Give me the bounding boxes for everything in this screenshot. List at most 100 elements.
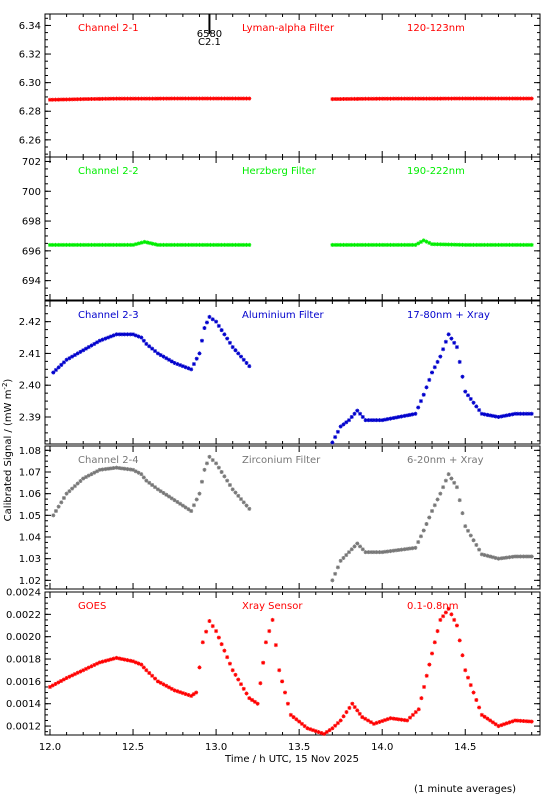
data-point	[100, 242, 105, 247]
data-point	[72, 242, 77, 247]
data-point	[422, 684, 427, 689]
data-point	[502, 96, 507, 101]
data-point	[413, 96, 418, 101]
data-point	[449, 336, 454, 341]
data-point	[297, 719, 302, 724]
data-point	[139, 96, 144, 101]
data-point	[377, 550, 382, 555]
data-point	[463, 524, 468, 529]
data-point	[204, 461, 209, 466]
data-point	[59, 362, 64, 367]
data-point	[219, 96, 224, 101]
data-point	[457, 498, 462, 503]
data-point	[191, 692, 196, 697]
y-tick-label: 2.39	[19, 412, 41, 423]
data-point	[350, 701, 355, 706]
data-point	[399, 717, 404, 722]
panel-data	[51, 454, 534, 583]
data-point	[114, 96, 119, 101]
data-point	[432, 365, 437, 370]
data-point	[504, 96, 509, 101]
data-point	[133, 242, 138, 247]
data-point	[466, 242, 471, 247]
data-point	[374, 550, 379, 555]
data-point	[435, 359, 440, 364]
data-point	[482, 553, 487, 558]
data-point	[139, 240, 144, 245]
data-point	[239, 682, 244, 687]
data-point	[366, 96, 371, 101]
data-point	[203, 242, 208, 247]
data-point	[485, 242, 490, 247]
data-point	[432, 96, 437, 101]
data-point	[139, 472, 144, 477]
data-point	[214, 319, 219, 324]
data-point	[119, 332, 124, 337]
data-point	[81, 348, 86, 353]
data-point	[86, 473, 91, 478]
data-point	[95, 469, 100, 474]
data-point	[244, 96, 249, 101]
data-point	[341, 422, 346, 427]
data-point	[114, 242, 119, 247]
data-point	[131, 332, 136, 337]
data-point	[175, 689, 180, 694]
data-point	[510, 242, 515, 247]
data-point	[51, 370, 56, 375]
panel-2: 694 696 698 700 702 Channel 2-2 Herzberg Filte…	[22, 156, 541, 301]
data-point	[363, 242, 368, 247]
data-point	[178, 363, 183, 368]
data-point	[413, 411, 418, 416]
data-point	[210, 458, 215, 463]
data-point	[424, 385, 429, 390]
data-point	[430, 509, 435, 513]
data-point	[394, 96, 399, 101]
data-point	[70, 97, 75, 102]
y-tick-label: 6.28	[19, 107, 41, 118]
data-point	[144, 478, 149, 483]
data-point	[510, 719, 515, 724]
data-point	[197, 351, 202, 356]
data-point	[95, 96, 100, 101]
data-point	[64, 491, 69, 496]
data-point	[308, 727, 313, 732]
data-point	[194, 690, 199, 695]
data-point	[344, 710, 349, 715]
data-point	[108, 96, 113, 101]
data-point	[125, 658, 130, 663]
data-point	[64, 97, 69, 102]
data-point	[59, 679, 64, 684]
data-point	[413, 545, 418, 550]
data-point	[399, 547, 404, 552]
data-point	[477, 547, 482, 552]
data-point	[335, 429, 340, 434]
data-point	[477, 705, 482, 710]
panel-frame	[44, 445, 541, 590]
data-point	[488, 554, 493, 559]
data-point	[75, 242, 80, 247]
data-point	[164, 96, 169, 101]
data-point	[258, 681, 263, 686]
data-point	[366, 550, 371, 555]
data-point	[208, 242, 213, 247]
data-point	[407, 242, 412, 247]
data-point	[346, 550, 351, 555]
data-point	[175, 499, 180, 504]
data-point	[391, 242, 396, 247]
data-point	[446, 332, 451, 337]
data-point	[225, 242, 230, 247]
y-tick-label: 1.08	[19, 446, 41, 457]
data-point	[214, 242, 219, 247]
data-point	[524, 411, 529, 416]
data-point	[97, 96, 102, 101]
data-point	[333, 571, 338, 576]
data-point	[128, 467, 133, 472]
data-point	[515, 242, 520, 247]
data-point	[47, 97, 52, 102]
data-point	[374, 96, 379, 101]
data-point	[347, 705, 352, 710]
data-point	[247, 364, 252, 369]
data-point	[70, 673, 75, 678]
data-point	[463, 668, 468, 673]
y-tick-label: 2.40	[19, 381, 41, 392]
